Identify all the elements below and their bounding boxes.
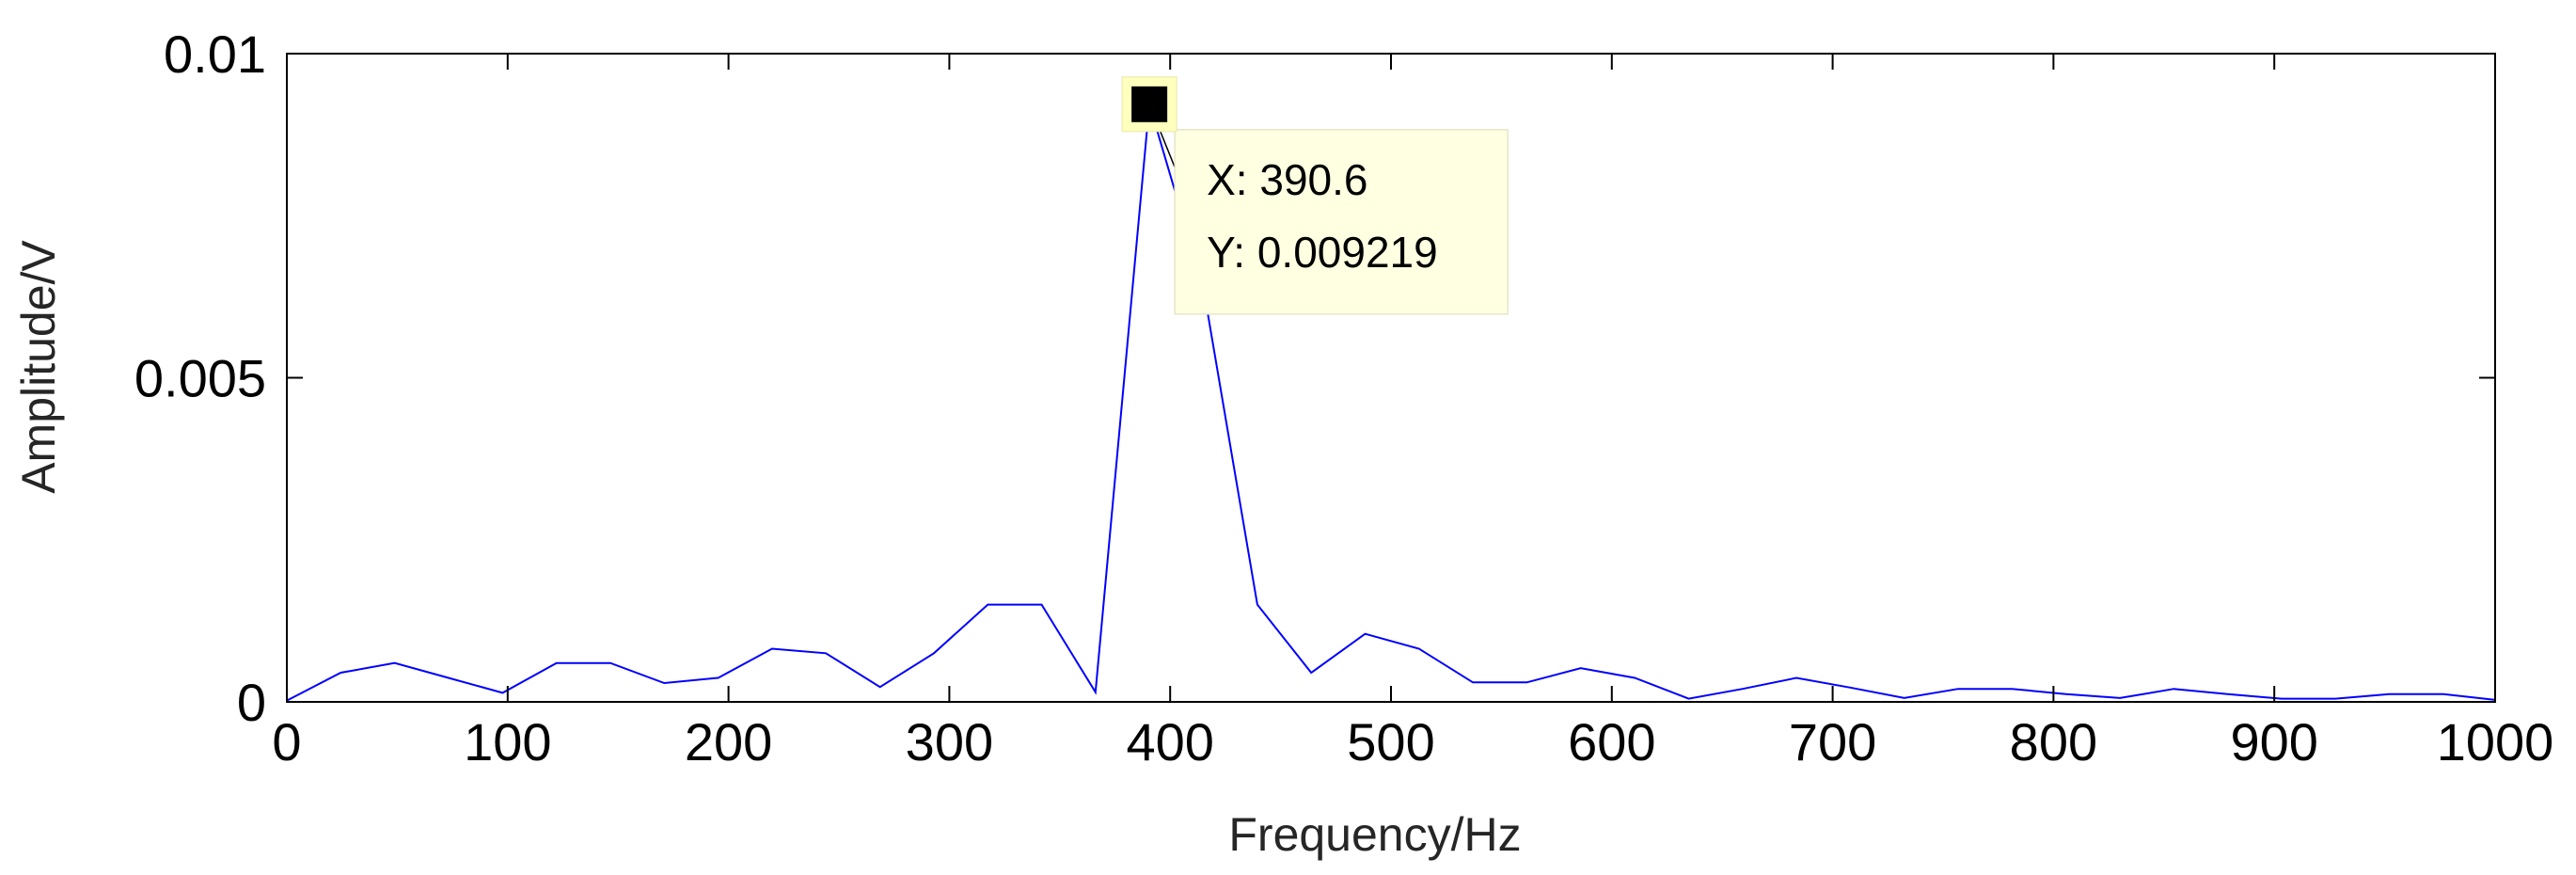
x-tick-label: 500 xyxy=(1347,712,1434,772)
series-line xyxy=(286,103,2496,702)
y-tick-label: 0 xyxy=(237,673,266,732)
x-tick-label: 800 xyxy=(2010,712,2097,772)
series-layer xyxy=(286,103,2496,702)
datatip-box xyxy=(1174,129,1509,315)
y-tick-label: 0.005 xyxy=(134,349,266,408)
x-tick-label: 200 xyxy=(685,712,772,772)
x-tick-label: 900 xyxy=(2230,712,2317,772)
y-tick-label: 0.01 xyxy=(164,24,266,84)
datatip-marker xyxy=(1131,86,1168,122)
y-axis-label: Amplitude/V xyxy=(12,240,65,494)
x-tick-label: 600 xyxy=(1568,712,1655,772)
x-tick-label: 400 xyxy=(1126,712,1213,772)
x-tick-label: 0 xyxy=(272,712,301,772)
x-tick-label: 100 xyxy=(464,712,551,772)
datatip-y-text: Y: 0.009219 xyxy=(1207,228,1438,277)
datatip-layer: X: 390.6 Y: 0.009219 xyxy=(1121,76,1509,315)
x-axis-label: Frequency/Hz xyxy=(1228,808,1521,861)
datatip-x-text: X: 390.6 xyxy=(1207,155,1367,204)
x-tick-label: 300 xyxy=(906,712,993,772)
x-tick-label: 1000 xyxy=(2437,712,2554,772)
ticks-layer: 0 100 200 300 400 500 600 700 800 900 1000 0 0.005 0.… xyxy=(134,24,2553,772)
x-tick-label: 700 xyxy=(1789,712,1876,772)
